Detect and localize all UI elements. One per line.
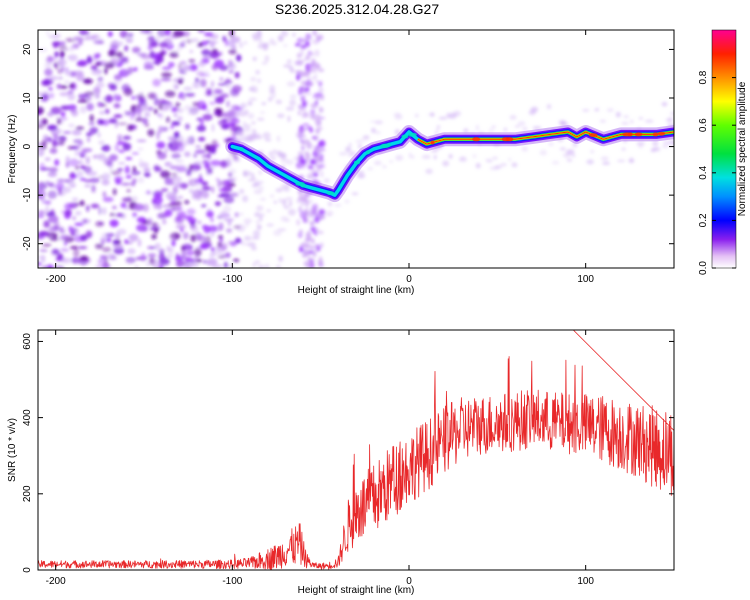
ridge-blob <box>501 137 510 142</box>
colorbar-tick-label: 0.4 <box>698 165 709 179</box>
colorbar-tick-label: 0.0 <box>698 261 709 275</box>
ridge-blob <box>430 140 435 145</box>
colorbar-ticks: 0.0 0.2 0.4 0.6 0.8 <box>698 70 736 275</box>
colorbar-tick-label: 0.8 <box>698 70 709 84</box>
spectrogram-xlabel: Height of straight line (km) <box>298 285 415 296</box>
snr-line <box>38 330 674 570</box>
ridge-blob <box>634 132 643 137</box>
x-tick-label: 0 <box>406 274 412 285</box>
spectrogram-ylabel: Frequency (Hz) <box>7 115 18 184</box>
colorbar-label: Normalized spectral amplitude <box>737 81 748 216</box>
colorbar: 0.0 0.2 0.4 0.6 0.8 Normalized spectral ampl… <box>698 29 748 275</box>
x-tick-label: -100 <box>222 576 242 587</box>
ridge-blob <box>407 132 417 137</box>
snr-frame <box>37 329 675 571</box>
y-tick-label: 10 <box>22 92 33 104</box>
ridge-blob <box>652 132 659 137</box>
y-tick-label: 400 <box>22 409 33 426</box>
colorbar-tick-label: 0.2 <box>698 213 709 227</box>
colorbar-tick-label: 0.6 <box>698 118 709 132</box>
colorbar-gradient <box>711 29 737 269</box>
spectrogram-plot-area <box>38 30 674 268</box>
snr-plot-area <box>38 330 674 570</box>
ridge-blob <box>622 132 632 137</box>
figure-title: S236.2025.312.04.28.G27 <box>275 1 439 17</box>
x-tick-label: -100 <box>222 274 242 285</box>
ridge-blob <box>382 143 390 148</box>
ridge-blob <box>401 134 409 139</box>
snr-ylabel: SNR (10 * v/v) <box>7 418 18 482</box>
ridge-blob <box>588 133 598 138</box>
ridge-blob <box>300 183 307 188</box>
snr-panel: -200 -100 0 100 0 200 400 600 Height of straigh… <box>7 329 675 596</box>
snr-xlabel: Height of straight line (km) <box>298 585 415 596</box>
ridge-blob <box>472 137 481 142</box>
y-tick-label: 0 <box>22 143 33 149</box>
y-tick-label: 0 <box>22 567 33 573</box>
spectrogram-frame <box>37 29 675 269</box>
y-tick-label: -10 <box>22 187 33 202</box>
y-tick-label: 20 <box>22 43 33 55</box>
snr-ticks: -200 -100 0 100 0 200 400 600 <box>22 330 674 587</box>
ridge-blob <box>353 160 361 165</box>
x-tick-label: -200 <box>46 274 66 285</box>
ridge-blob <box>326 191 335 196</box>
ridge-blob <box>657 131 666 136</box>
y-tick-label: 600 <box>22 333 33 350</box>
ridge-blob <box>239 147 244 152</box>
x-tick-label: 0 <box>406 576 412 587</box>
ridge-blob <box>365 150 370 155</box>
x-tick-label: -200 <box>46 576 66 587</box>
x-tick-label: 100 <box>577 576 594 587</box>
x-tick-label: 100 <box>577 274 594 285</box>
noise-speckle <box>38 30 674 268</box>
y-tick-label: -20 <box>22 236 33 251</box>
signal-ridge-core <box>417 131 674 145</box>
y-tick-label: 200 <box>22 485 33 502</box>
